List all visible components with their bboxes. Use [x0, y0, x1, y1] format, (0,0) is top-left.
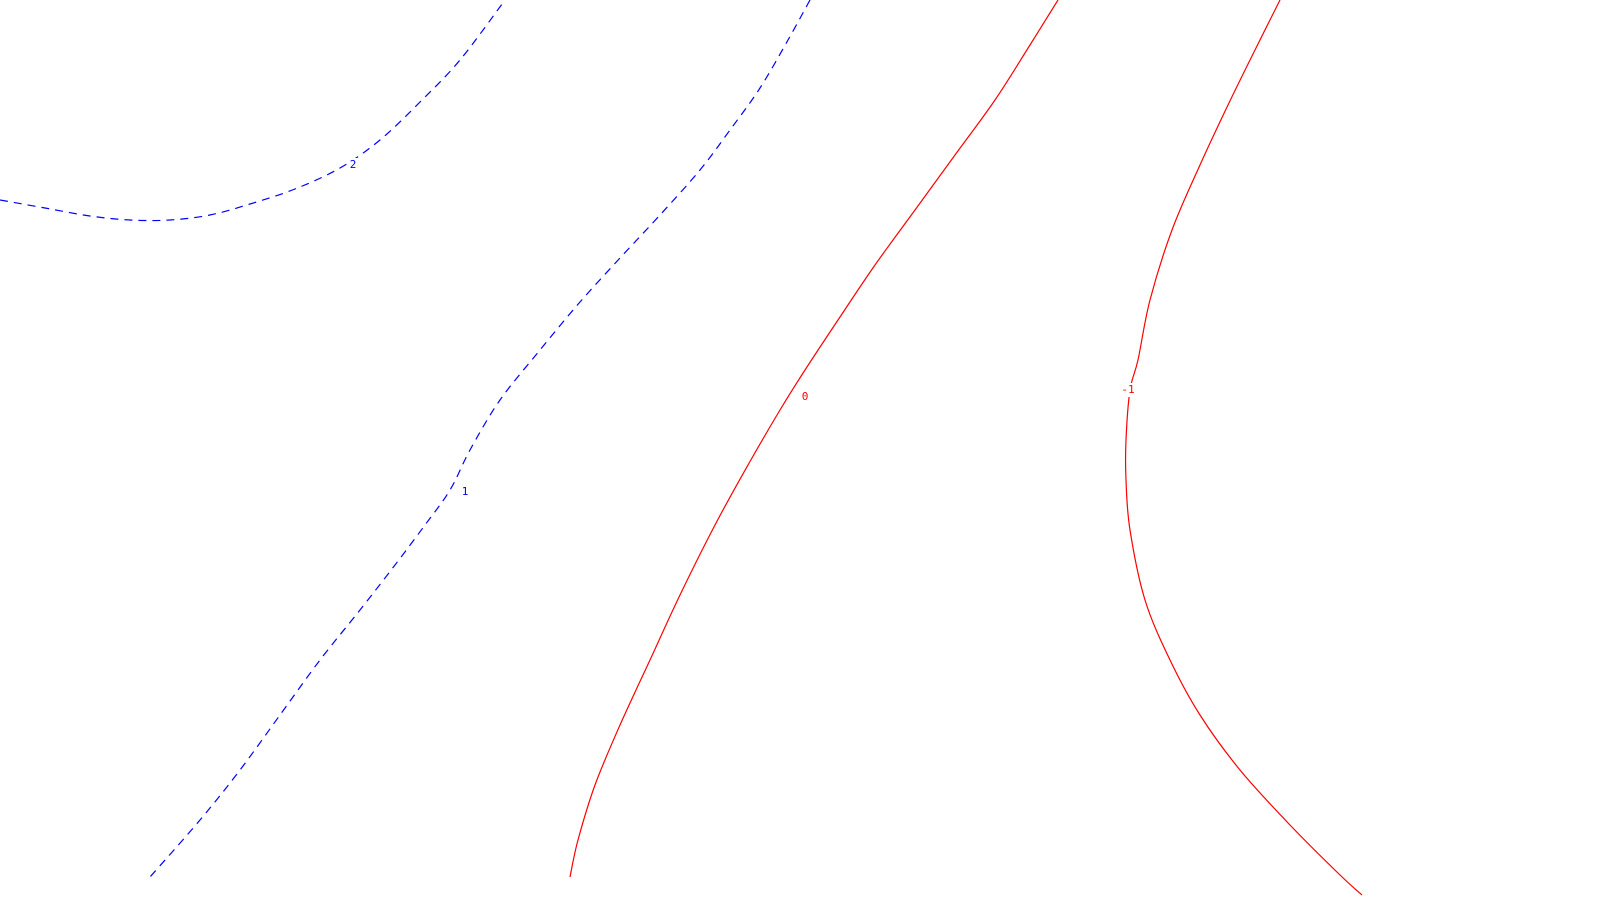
contour-line-level-2	[0, 0, 506, 222]
contour-label-background	[799, 390, 811, 404]
contour-label-background	[1118, 383, 1138, 397]
contour-label-2: 2	[350, 158, 357, 171]
contour-lines	[0, 0, 1363, 896]
contour-label-0: 0	[802, 390, 809, 403]
contour-label-background	[459, 485, 471, 499]
contour-labels: 2 1 0 -1	[347, 158, 1138, 499]
contour-line-level-neg1	[1124, 0, 1363, 896]
contour-line-level-1	[149, 0, 811, 878]
contour-line-level-0	[569, 0, 1059, 878]
contour-label-background	[347, 158, 359, 172]
contour-label-neg1: -1	[1121, 383, 1134, 396]
contour-label-1: 1	[462, 485, 469, 498]
